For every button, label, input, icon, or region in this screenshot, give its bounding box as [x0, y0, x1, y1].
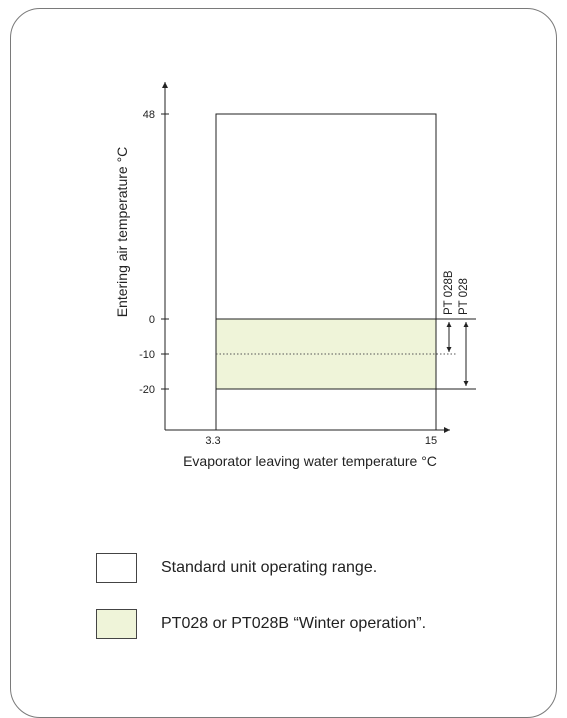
x-axis-title: Evaporator leaving water temperature °C	[183, 453, 437, 469]
x-tick-label-3-3: 3.3	[205, 435, 220, 447]
pt028-label: PT 028	[458, 278, 470, 315]
legend-label-winter: PT028 or PT028B “Winter operation”.	[161, 615, 427, 632]
y-axis-title: Entering air temperature °C	[114, 147, 130, 318]
legend-item-standard: Standard unit operating range.	[96, 552, 377, 584]
standard-range-region	[215, 113, 437, 320]
legend-label-standard: Standard unit operating range.	[161, 559, 378, 576]
y-tick-label-0: 0	[149, 314, 155, 326]
pt028b-label: PT 028B	[443, 270, 455, 315]
y-tick-label-minus-20: -20	[139, 384, 155, 396]
y-tick-label-48: 48	[143, 109, 155, 121]
y-tick-label-minus-10: -10	[139, 349, 155, 361]
x-tick-label-15: 15	[425, 435, 437, 447]
legend-item-winter: PT028 or PT028B “Winter operation”.	[96, 608, 426, 640]
legend-swatch-winter	[96, 609, 137, 639]
legend-swatch-standard	[96, 553, 137, 583]
